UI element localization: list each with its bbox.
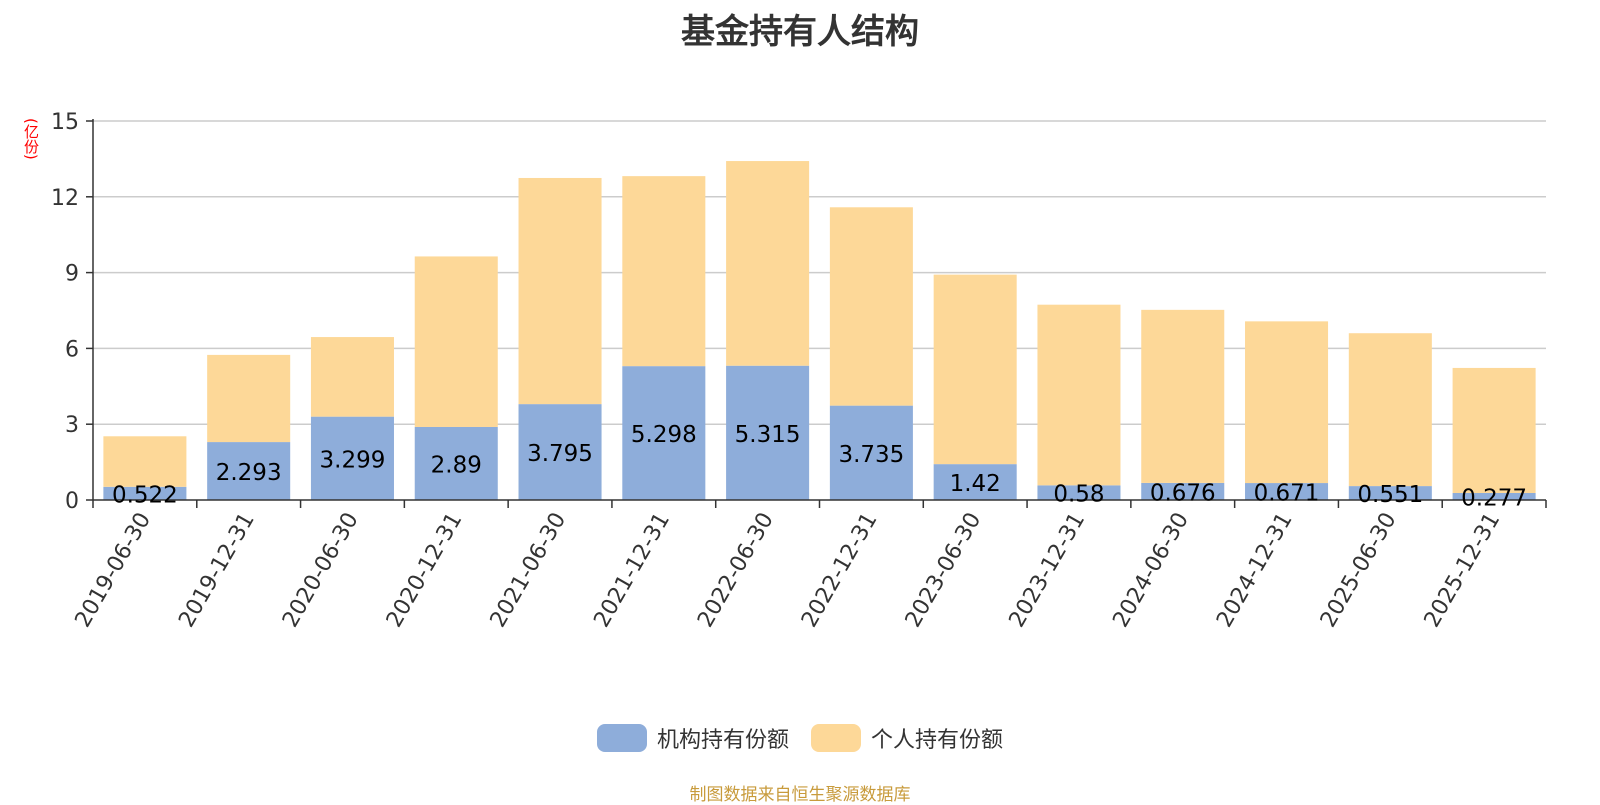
x-tick-label: 2019-12-31 [174, 509, 260, 632]
bar-individual [1348, 333, 1432, 487]
bar-individual [829, 207, 913, 406]
y-axis-unit-label: (亿份) [22, 118, 40, 160]
data-labels: 0.522 2.293 3.299 2.89 3.795 5.298 5.315 3.735 1… [112, 422, 1527, 512]
y-tick-label: 3 [65, 413, 79, 438]
data-label-institutional: 2.89 [431, 452, 482, 478]
data-label-institutional: 1.42 [950, 471, 1001, 497]
bar-institutional [310, 416, 394, 500]
x-tick-label: 2025-12-31 [1420, 509, 1506, 632]
data-label-institutional: 0.676 [1150, 480, 1216, 506]
bar-institutional [726, 365, 810, 500]
bar-individual [622, 176, 706, 367]
bar-institutional [1348, 486, 1432, 500]
legend-item-institutional[interactable]: 机构持有份额 [596, 722, 789, 754]
data-label-institutional: 0.522 [112, 482, 178, 508]
data-label-institutional: 3.735 [838, 442, 904, 468]
x-tick-label: 2024-06-30 [1108, 509, 1194, 632]
legend-label-institutional: 机构持有份额 [656, 728, 789, 753]
y-tick-label: 6 [65, 337, 79, 362]
data-label-institutional: 0.671 [1254, 481, 1320, 507]
legend-swatch-institutional [596, 724, 647, 752]
bar-individual [310, 337, 394, 417]
x-tick-label: 2020-12-31 [382, 509, 468, 632]
data-label-institutional: 0.58 [1053, 482, 1104, 508]
bar-institutional [518, 404, 602, 500]
bars [103, 161, 1536, 500]
x-tick-label: 2020-06-30 [278, 509, 364, 632]
data-label-institutional: 2.293 [216, 460, 282, 486]
bar-individual [933, 274, 1017, 465]
legend-label-individual: 个人持有份额 [871, 728, 1004, 753]
chart-title: 基金持有人结构 [681, 12, 919, 52]
bar-individual [1452, 367, 1536, 494]
bar-institutional [103, 486, 187, 500]
x-tick-label: 2019-06-30 [71, 509, 157, 632]
bar-institutional [1245, 483, 1329, 500]
data-label-institutional: 3.795 [527, 441, 593, 467]
bar-institutional [1452, 493, 1536, 500]
bar-institutional [933, 464, 1017, 500]
x-tick-label: 2023-12-31 [1005, 509, 1091, 632]
data-label-institutional: 0.551 [1357, 482, 1423, 508]
legend-swatch-individual [811, 724, 861, 752]
x-tick-label: 2025-06-30 [1316, 509, 1402, 632]
legend-item-individual[interactable]: 个人持有份额 [811, 722, 1003, 754]
bar-individual [1037, 304, 1121, 486]
bar-individual [1245, 321, 1329, 484]
bar-individual [518, 177, 602, 405]
bar-individual [103, 436, 187, 487]
bar-institutional [207, 442, 291, 500]
y-tick-label: 0 [65, 489, 79, 514]
x-tick-label: 2023-06-30 [901, 509, 987, 632]
y-tick-label: 15 [51, 110, 79, 135]
x-tick-label: 2021-12-31 [589, 509, 675, 632]
source-note: 制图数据来自恒生聚源数据库 [689, 785, 911, 805]
bar-individual [726, 161, 810, 366]
data-label-institutional: 5.315 [735, 422, 801, 448]
bar-institutional [1037, 485, 1121, 500]
y-tick-label: 9 [65, 262, 79, 287]
bar-individual [1141, 309, 1225, 483]
bar-institutional [622, 366, 706, 500]
bar-individual [207, 354, 291, 443]
legend: 机构持有份额 个人持有份额 [0, 722, 1600, 754]
bar-institutional [829, 405, 913, 500]
bar-institutional [1141, 482, 1225, 500]
bar-individual [414, 256, 498, 427]
bar-institutional [414, 426, 498, 500]
x-tick-label: 2024-12-31 [1212, 509, 1298, 632]
x-tick-label: 2022-12-31 [797, 509, 883, 632]
x-tick-label: 2021-06-30 [486, 509, 572, 632]
data-label-institutional: 0.277 [1461, 486, 1527, 512]
data-label-institutional: 5.298 [631, 422, 697, 448]
x-tick-label: 2022-06-30 [693, 509, 779, 632]
y-tick-label: 12 [51, 186, 79, 211]
data-label-institutional: 3.299 [320, 447, 386, 473]
